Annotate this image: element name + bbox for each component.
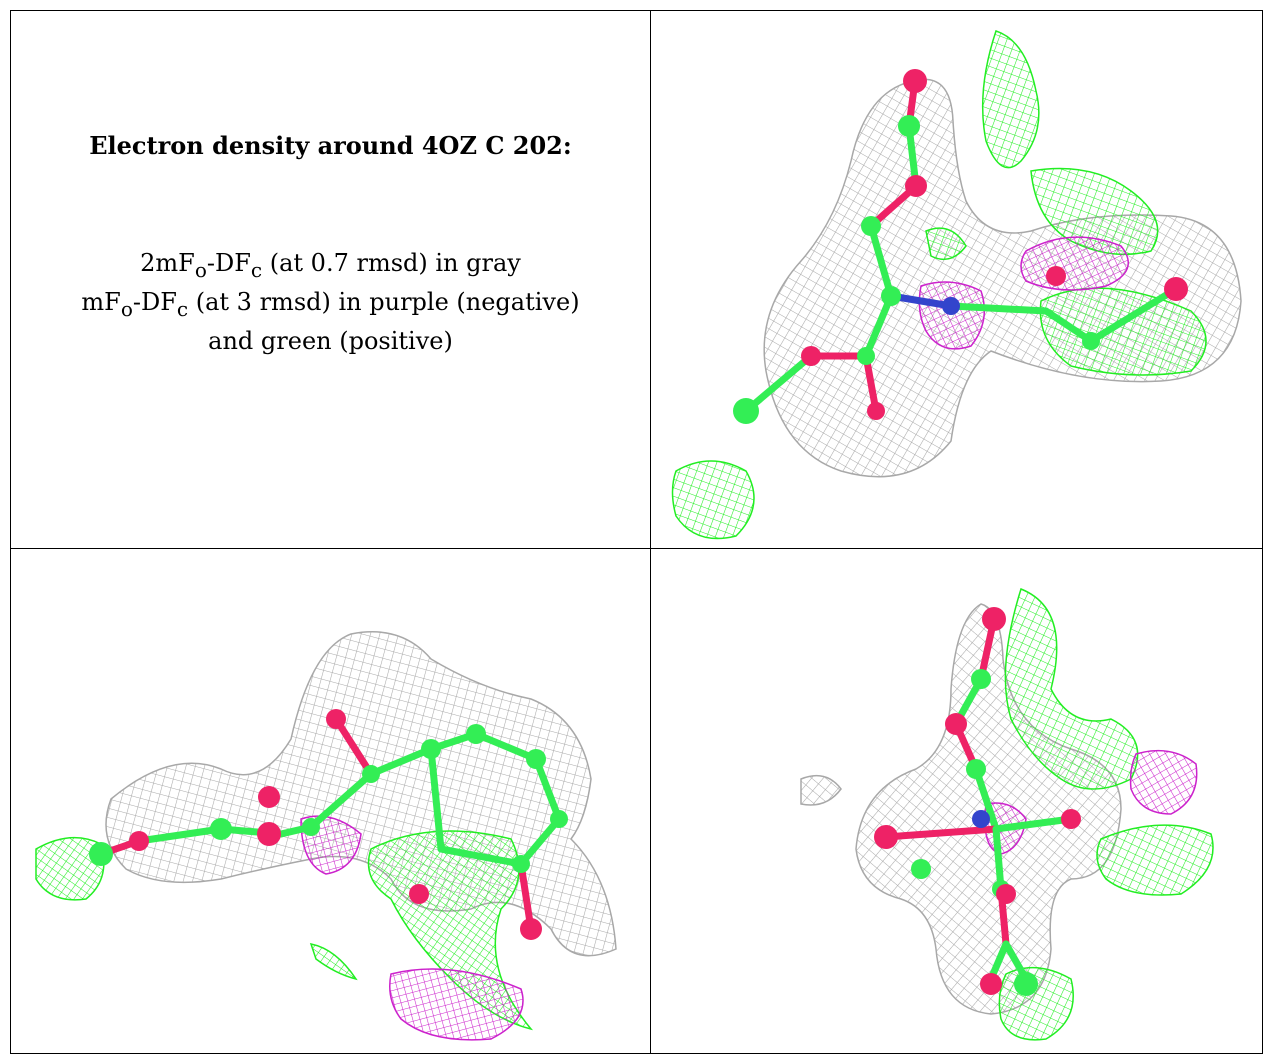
purple-density-mesh xyxy=(984,749,1198,855)
gray-density-mesh xyxy=(763,78,1242,478)
density-view-2 xyxy=(11,549,650,1053)
caption-cell: Electron density around 4OZ C 202: 2mFo-… xyxy=(11,11,650,548)
density-render-2 xyxy=(35,631,617,1041)
ligand-atoms xyxy=(733,69,1188,424)
ligand-bonds xyxy=(97,715,563,933)
figure-title: Electron density around 4OZ C 202: xyxy=(89,131,572,160)
gray-density-mesh xyxy=(105,631,617,957)
density-render-1 xyxy=(671,30,1242,540)
legend-line-fofc: mFo-DFc (at 3 rmsd) in purple (negative) xyxy=(81,287,580,321)
density-view-3 xyxy=(651,549,1262,1053)
table-horizontal-divider xyxy=(11,548,1262,549)
ligand-atoms xyxy=(89,709,568,940)
green-density-mesh xyxy=(671,30,1207,540)
gray-density-mesh xyxy=(800,603,1122,1015)
table-vertical-divider xyxy=(650,11,651,1053)
map-legend: 2mFo-DFc (at 0.7 rmsd) in gray mFo-DFc (… xyxy=(11,247,650,357)
legend-line-colors: and green (positive) xyxy=(208,326,453,355)
density-view-1 xyxy=(651,11,1262,548)
figure-table: Electron density around 4OZ C 202: 2mFo-… xyxy=(10,10,1263,1054)
legend-line-2fofc: 2mFo-DFc (at 0.7 rmsd) in gray xyxy=(140,249,521,282)
ligand-atoms xyxy=(874,607,1081,996)
density-render-3 xyxy=(800,588,1214,1041)
